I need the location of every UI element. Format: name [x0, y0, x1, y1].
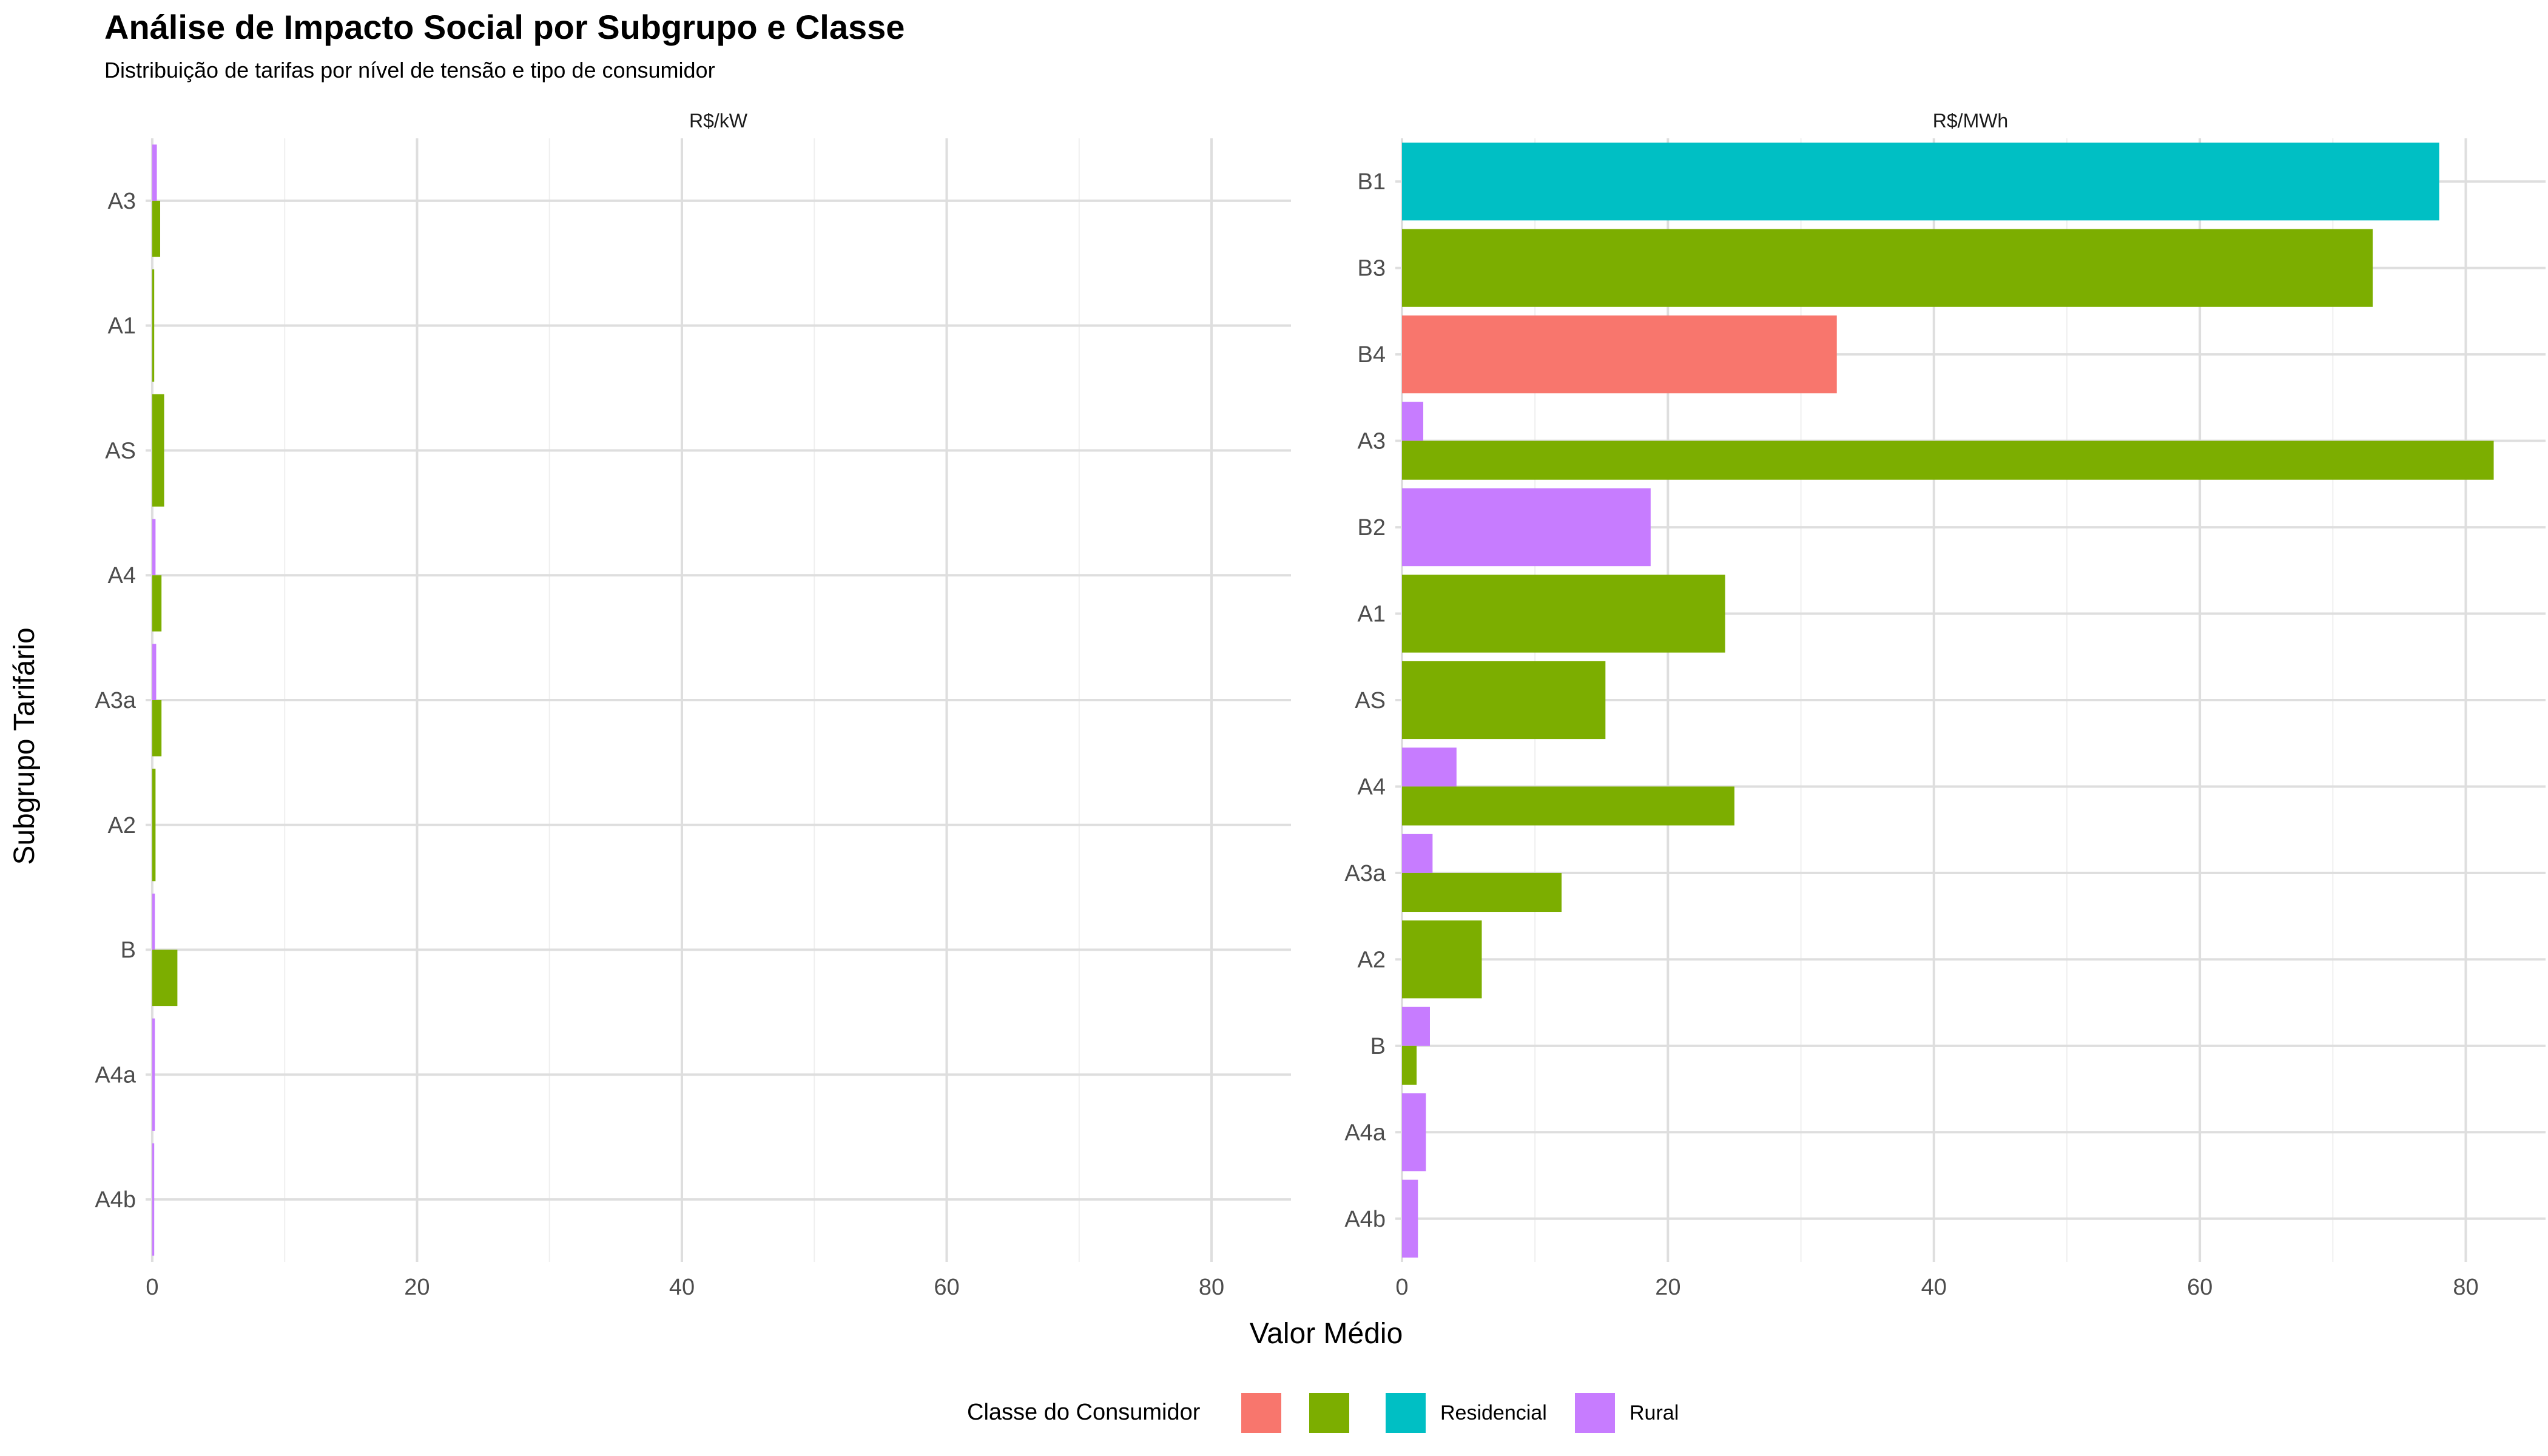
y-tick-label: A3 [1358, 429, 1386, 454]
bar-a4 [152, 575, 162, 632]
bar-a1 [152, 269, 155, 382]
x-tick-label: 60 [2187, 1275, 2213, 1300]
bar-a4 [1401, 786, 1734, 826]
bar-a3a [152, 644, 157, 700]
legend-label: Residencial [1440, 1401, 1547, 1424]
bar-a3a [1401, 872, 1562, 912]
y-tick-label: A4 [108, 563, 136, 588]
bar-as [1401, 661, 1606, 740]
bar-b [1401, 1045, 1417, 1085]
y-tick-label: A1 [1358, 602, 1386, 627]
y-tick-label: B4 [1358, 342, 1386, 368]
panel-2: R$/MWh 0 20 40 60 80 B1 B3 B4 A3 B2 A1 AS A4 A3a A2 B A4a… [1344, 110, 2546, 1300]
bar-a4a [152, 1018, 155, 1131]
bar-a4b [152, 1143, 155, 1256]
y-tick-label: B2 [1358, 515, 1386, 541]
y-tick-label: B1 [1358, 169, 1386, 195]
bar-b1 [1401, 143, 2439, 221]
x-tick-label: 60 [934, 1275, 959, 1300]
y-tick-label: A2 [108, 813, 136, 838]
bar-a1 [1401, 575, 1725, 653]
y-tick-label: A4b [95, 1187, 136, 1213]
y-tick-label: A2 [1358, 947, 1386, 972]
legend-key [1575, 1393, 1615, 1433]
y-tick-label: A3a [95, 688, 136, 713]
y-tick-label: A3 [108, 189, 136, 214]
y-tick-label: A4 [1358, 774, 1386, 800]
x-tick-label: 80 [2453, 1275, 2478, 1300]
chart-panels: R$/kW0 20 40 60 80A3A1ASA4A3aA2BA4aA4bR$/MWh… [95, 110, 2546, 1300]
y-axis-title: Subgrupo Tarifário [8, 627, 41, 864]
legend-key [1241, 1393, 1281, 1433]
x-tick-label: 0 [146, 1275, 158, 1300]
bar-b4 [1401, 315, 1837, 394]
bar-a4 [1401, 747, 1457, 787]
y-tick-label: B [121, 938, 136, 963]
chart-title: Análise de Impacto Social por Subgrupo e… [104, 8, 905, 46]
x-tick-label: 20 [1655, 1275, 1680, 1300]
bar-a4 [152, 519, 156, 576]
x-tick-label: 80 [1199, 1275, 1224, 1300]
y-tick-label: A4a [95, 1062, 136, 1088]
y-tick-label: B [1370, 1034, 1386, 1059]
y-tick-label: A4b [1344, 1207, 1386, 1232]
bar-b [1401, 1006, 1430, 1046]
bar-a2 [1401, 920, 1482, 999]
bar-a2 [152, 769, 156, 881]
bar-a3 [1401, 440, 2494, 480]
y-tick-label: AS [105, 438, 136, 463]
x-tick-label: 0 [1395, 1275, 1408, 1300]
y-tick-label: A3a [1344, 861, 1386, 886]
y-tick-label: A1 [108, 314, 136, 339]
bar-b [152, 949, 178, 1006]
x-axis-title: Valor Médio [1250, 1318, 1403, 1350]
y-tick-label: B3 [1358, 256, 1386, 281]
legend-key [1309, 1393, 1349, 1433]
x-tick-label: 40 [1921, 1275, 1947, 1300]
bar-as [152, 394, 164, 507]
panel-1: R$/kW 0 20 40 60 80 A3 A1 AS A4 A3a A2 B A4a A4b [95, 110, 1291, 1300]
bar-a3 [152, 200, 161, 257]
x-tick-label: 40 [669, 1275, 695, 1300]
bar-a4a [1401, 1093, 1426, 1171]
bar-b2 [1401, 488, 1651, 567]
y-tick-label: A4a [1344, 1120, 1386, 1145]
bar-a3a [152, 700, 162, 757]
bar-b [152, 893, 155, 950]
x-tick-label: 20 [404, 1275, 430, 1300]
legend-label: Rural [1630, 1401, 1679, 1424]
chart-subtitle: Distribuição de tarifas por nível de ten… [104, 58, 715, 83]
legend: Classe do Consumidor Residencial Rural [967, 1393, 1679, 1433]
panel-strip-label: R$/kW [689, 110, 748, 132]
legend-key [1386, 1393, 1426, 1433]
y-tick-label: AS [1355, 688, 1386, 713]
bar-a4b [1401, 1179, 1418, 1258]
bar-a3 [152, 144, 157, 201]
panel-strip-label: R$/MWh [1933, 110, 2008, 132]
legend-title: Classe do Consumidor [967, 1400, 1201, 1425]
bar-a3 [1401, 402, 1424, 441]
bar-a3a [1401, 834, 1433, 873]
bar-b3 [1401, 229, 2373, 307]
